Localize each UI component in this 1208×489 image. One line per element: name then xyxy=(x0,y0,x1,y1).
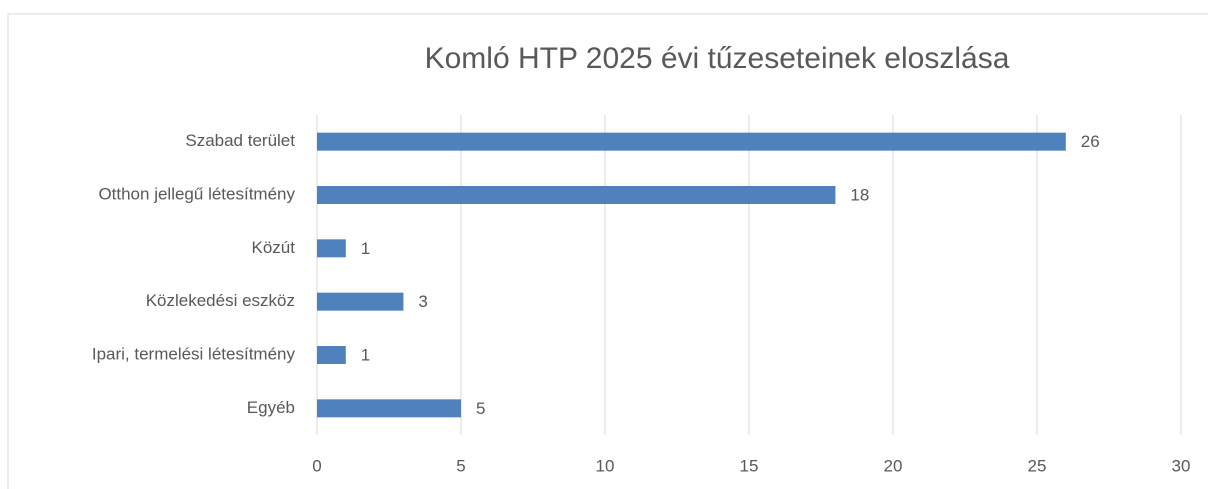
data-label: 3 xyxy=(418,292,427,311)
x-tick-label: 0 xyxy=(312,456,321,475)
x-tick-label: 30 xyxy=(1172,456,1191,475)
x-tick-label: 15 xyxy=(740,456,759,475)
bar xyxy=(317,346,346,364)
chart-frame xyxy=(7,13,1208,489)
data-label: 26 xyxy=(1081,132,1100,151)
bar xyxy=(317,239,346,258)
chart-title: Komló HTP 2025 évi tűzeseteinek eloszlás… xyxy=(425,42,1010,75)
x-tick-label: 20 xyxy=(884,456,903,475)
data-label: 18 xyxy=(850,185,869,204)
y-tick-label: Szabad terület xyxy=(185,131,295,150)
y-tick-label: Közút xyxy=(252,238,296,257)
y-tick-label: Közlekedési eszköz xyxy=(146,291,295,310)
x-tick-label: 5 xyxy=(456,456,465,475)
y-tick-label: Otthon jellegű létesítmény xyxy=(98,184,295,203)
x-tick-label: 25 xyxy=(1028,456,1047,475)
y-tick-label: Ipari, termelési létesítmény xyxy=(92,344,296,363)
data-label: 1 xyxy=(361,239,370,258)
bar xyxy=(317,186,836,204)
bar xyxy=(317,292,404,311)
bar xyxy=(317,132,1066,151)
data-label: 5 xyxy=(476,399,485,418)
bar xyxy=(317,399,461,418)
x-tick-label: 10 xyxy=(596,456,615,475)
data-label: 1 xyxy=(361,345,370,364)
y-tick-label: Egyéb xyxy=(247,398,295,417)
